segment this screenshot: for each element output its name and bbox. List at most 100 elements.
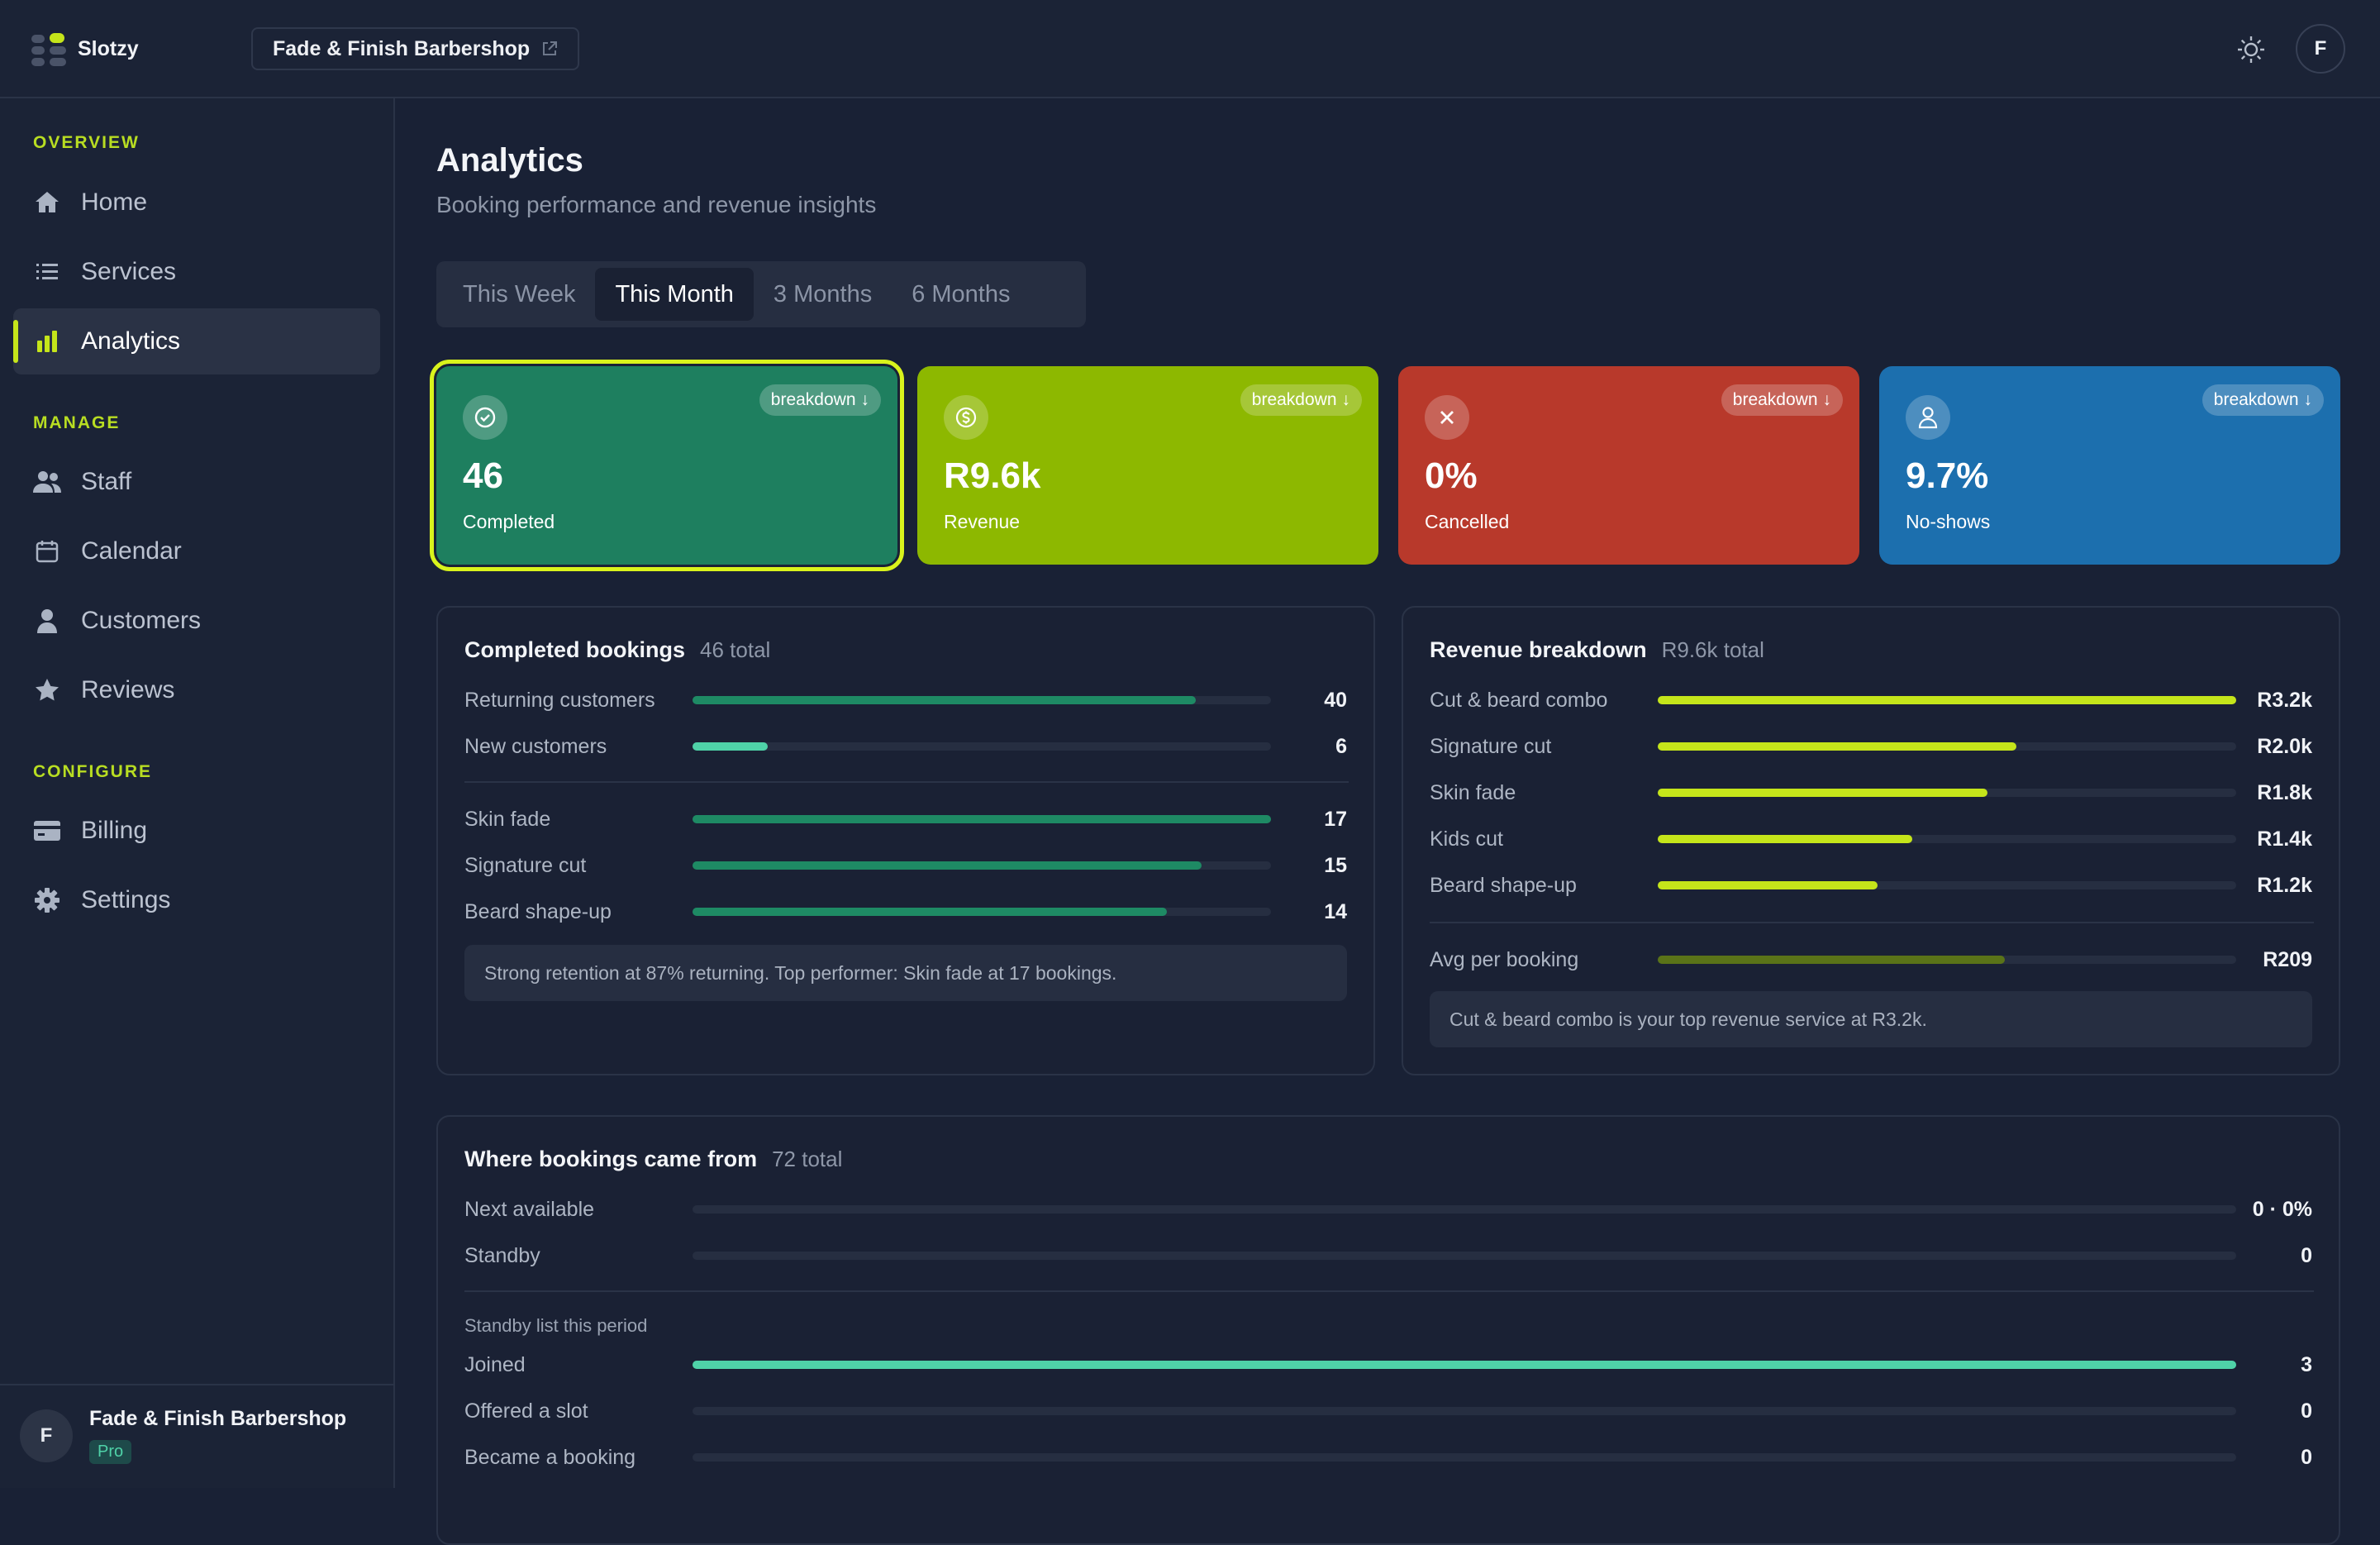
shop-link-button[interactable]: Fade & Finish Barbershop xyxy=(251,27,580,70)
revenue-breakdown-panel: Revenue breakdown R9.6k total Cut & bear… xyxy=(1402,606,2340,1075)
credit-card-icon xyxy=(33,817,61,845)
breakdown-label: breakdown xyxy=(2213,390,2299,409)
sidebar-item-label: Customers xyxy=(81,607,202,634)
stat-value: 9.7% xyxy=(1906,455,1989,496)
bar-value: 15 xyxy=(1324,853,1347,877)
plan-badge: Pro xyxy=(89,1440,132,1464)
sidebar-item-services[interactable]: Services xyxy=(13,239,380,305)
page-title: Analytics xyxy=(436,142,583,179)
home-icon xyxy=(33,188,61,217)
bar-row: Skin fade R1.8k xyxy=(1430,778,2312,808)
arrow-down-icon: ↓ xyxy=(860,390,870,409)
bar-label: Became a booking xyxy=(464,1445,636,1469)
stat-card-completed[interactable]: breakdown ↓ 46 Completed xyxy=(430,360,904,571)
app-logo[interactable]: Slotzy xyxy=(31,33,139,66)
bar-value: 0 xyxy=(2301,1243,2312,1267)
bar-fill xyxy=(1658,881,1878,889)
bar-row: Signature cut 15 xyxy=(464,851,1347,880)
bar-fill xyxy=(693,742,768,751)
bar-value: 17 xyxy=(1324,807,1347,831)
bar-row: Returning customers 40 xyxy=(464,685,1347,715)
breakdown-button[interactable]: breakdown ↓ xyxy=(2202,384,2324,416)
bar-value: 40 xyxy=(1324,688,1347,712)
tab-this-week[interactable]: This Week xyxy=(463,280,576,308)
bar-label: Standby xyxy=(464,1243,540,1267)
sidebar: OVERVIEW Home Services Analytics MANAGE … xyxy=(0,98,395,1488)
bar-row: Became a booking 0 xyxy=(464,1442,2312,1472)
stat-label: Completed xyxy=(463,511,555,532)
app-name: Slotzy xyxy=(78,36,139,60)
bar-label: Kids cut xyxy=(1430,827,1503,851)
bar-label: Beard shape-up xyxy=(1430,873,1577,897)
stat-card-cancelled[interactable]: breakdown ↓ 0% Cancelled xyxy=(1398,366,1859,565)
star-icon xyxy=(33,676,61,704)
bar-fill xyxy=(693,1361,2236,1369)
stat-card-revenue[interactable]: breakdown ↓ R9.6k Revenue xyxy=(917,366,1378,565)
account-footer[interactable]: F Fade & Finish Barbershop Pro xyxy=(0,1384,393,1488)
bar-label: Returning customers xyxy=(464,688,655,712)
panel-title: Revenue breakdown xyxy=(1430,637,1647,662)
bar-label: Beard shape-up xyxy=(464,899,612,923)
breakdown-button[interactable]: breakdown ↓ xyxy=(1721,384,1843,416)
bar-row: Joined 3 xyxy=(464,1350,2312,1380)
sidebar-item-settings[interactable]: Settings xyxy=(13,867,380,933)
section-label-overview: OVERVIEW xyxy=(33,133,140,152)
bar-fill xyxy=(693,696,1196,704)
check-circle-icon xyxy=(463,395,507,440)
bar-row: Avg per booking R209 xyxy=(1430,945,2312,975)
bar-label: New customers xyxy=(464,734,607,758)
bar-value: R1.4k xyxy=(2257,827,2312,851)
breakdown-label: breakdown xyxy=(1251,390,1337,409)
sidebar-item-label: Settings xyxy=(81,886,171,913)
bar-label: Skin fade xyxy=(464,807,551,831)
breakdown-button[interactable]: breakdown ↓ xyxy=(1240,384,1362,416)
bar-track xyxy=(1658,696,2236,704)
list-icon xyxy=(33,258,61,286)
bar-label: Next available xyxy=(464,1197,595,1221)
top-bar: Slotzy Fade & Finish Barbershop F xyxy=(0,0,2380,98)
account-name: Fade & Finish Barbershop xyxy=(89,1407,347,1430)
bar-label: Joined xyxy=(464,1352,526,1376)
theme-toggle-button[interactable] xyxy=(2233,31,2269,68)
bar-fill xyxy=(1658,956,2005,964)
standby-section-label: Standby list this period xyxy=(464,1315,648,1336)
panel-title: Completed bookings xyxy=(464,637,686,662)
tab-this-month[interactable]: This Month xyxy=(595,268,754,321)
user-avatar-button[interactable]: F xyxy=(2296,24,2345,74)
bar-track xyxy=(1658,742,2236,751)
panel-header: Completed bookings 46 total xyxy=(464,637,770,663)
panel-header: Revenue breakdown R9.6k total xyxy=(1430,637,1764,663)
user-outline-icon xyxy=(1906,395,1950,440)
sidebar-item-staff[interactable]: Staff xyxy=(13,449,380,515)
sidebar-item-analytics[interactable]: Analytics xyxy=(13,308,380,374)
user-icon xyxy=(33,607,61,635)
stat-card-no-shows[interactable]: breakdown ↓ 9.7% No-shows xyxy=(1879,366,2340,565)
bar-fill xyxy=(1658,696,2236,704)
bar-track xyxy=(693,696,1271,704)
sidebar-item-calendar[interactable]: Calendar xyxy=(13,518,380,584)
stat-value: R9.6k xyxy=(944,455,1041,496)
tab-6-months[interactable]: 6 Months xyxy=(912,280,1011,308)
page-subtitle: Booking performance and revenue insights xyxy=(436,192,877,217)
panel-total: 72 total xyxy=(772,1147,843,1171)
breakdown-label: breakdown xyxy=(1732,390,1818,409)
bar-value: 0 · 0% xyxy=(2252,1197,2312,1221)
sidebar-item-label: Home xyxy=(81,188,148,216)
bar-row: Beard shape-up 14 xyxy=(464,897,1347,927)
x-icon xyxy=(1425,395,1469,440)
section-label-configure: CONFIGURE xyxy=(33,762,152,781)
sidebar-item-billing[interactable]: Billing xyxy=(13,798,380,864)
bar-row: Beard shape-up R1.2k xyxy=(1430,870,2312,900)
breakdown-button[interactable]: breakdown ↓ xyxy=(759,384,881,416)
tab-3-months[interactable]: 3 Months xyxy=(773,280,873,308)
sidebar-item-customers[interactable]: Customers xyxy=(13,588,380,654)
bar-row: Next available 0 · 0% xyxy=(464,1195,2312,1224)
bar-row: Signature cut R2.0k xyxy=(1430,732,2312,761)
bar-chart-icon xyxy=(33,327,61,355)
gear-icon xyxy=(33,886,61,914)
sidebar-item-reviews[interactable]: Reviews xyxy=(13,657,380,723)
sidebar-item-home[interactable]: Home xyxy=(13,169,380,236)
stat-label: Revenue xyxy=(944,511,1021,532)
bar-label: Signature cut xyxy=(464,853,587,877)
bar-track xyxy=(693,742,1271,751)
